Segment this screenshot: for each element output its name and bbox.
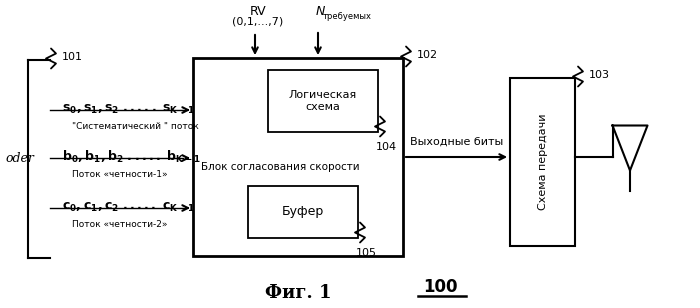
Text: $\mathbf{c_0, c_1, c_2}$ $\mathbf{.....}$ $\mathbf{c_{K-1}}$: $\mathbf{c_0, c_1, c_2}$ $\mathbf{.....}… (62, 201, 195, 213)
Text: Поток «четности-1»: Поток «четности-1» (72, 170, 167, 179)
Text: Выходные биты: Выходные биты (410, 137, 503, 147)
Text: $\mathbf{b_0, b_1, b_2}$ $\mathbf{.....}$ $\mathbf{b_{K-1}}$: $\mathbf{b_0, b_1, b_2}$ $\mathbf{.....}… (62, 149, 201, 165)
Text: RV: RV (250, 5, 266, 18)
Text: $\mathbf{s_0, s_1, s_2}$ $\mathbf{.....}$ $\mathbf{s_{K-1}}$: $\mathbf{s_0, s_1, s_2}$ $\mathbf{.....}… (62, 103, 195, 116)
Text: 103: 103 (589, 70, 610, 80)
Text: Фиг. 1: Фиг. 1 (265, 284, 331, 302)
Text: 105: 105 (356, 248, 377, 258)
Text: 102: 102 (417, 50, 438, 60)
Text: oder: oder (5, 152, 34, 164)
Text: Блок согласования скорости: Блок согласования скорости (201, 162, 359, 172)
Bar (510, 78, 575, 246)
Text: Логическая
схема: Логическая схема (289, 90, 357, 112)
Text: (0,1,...,7): (0,1,...,7) (232, 16, 284, 26)
Text: Схема передачи: Схема передачи (538, 114, 547, 210)
Bar (193, 58, 403, 256)
Bar (248, 186, 358, 238)
Text: 100: 100 (423, 278, 458, 296)
Text: $N$: $N$ (315, 5, 326, 18)
Text: "Систематический " поток: "Систематический " поток (72, 122, 199, 131)
Bar (268, 70, 378, 132)
Text: Поток «четности-2»: Поток «четности-2» (72, 220, 167, 229)
Text: 101: 101 (62, 52, 83, 62)
Text: Буфер: Буфер (282, 205, 324, 218)
Text: 104: 104 (376, 142, 397, 152)
Text: требуемых: требуемых (323, 12, 372, 21)
